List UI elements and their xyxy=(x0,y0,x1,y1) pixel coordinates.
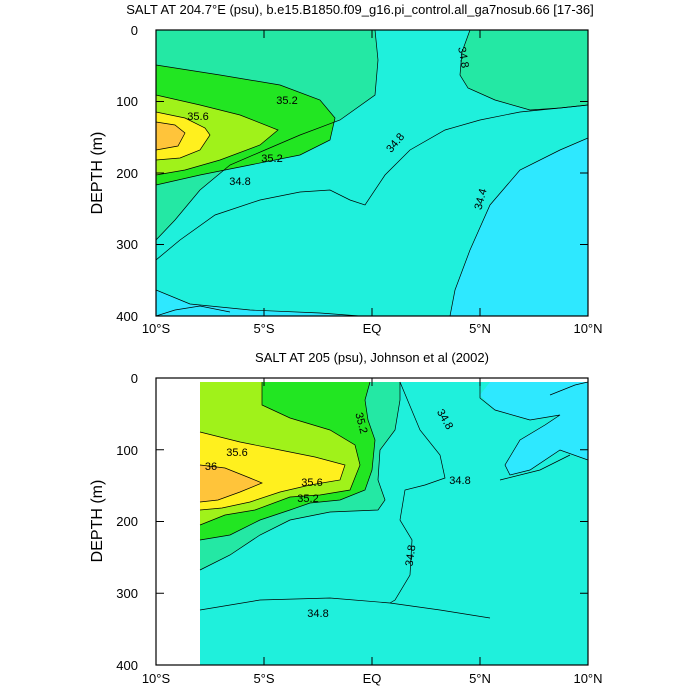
x-tick-label: 5°S xyxy=(253,321,274,336)
x-tick-label: 5°N xyxy=(469,321,491,336)
y-tick-label: 200 xyxy=(116,514,138,529)
contour-label: 34.8 xyxy=(229,176,250,188)
contour-line xyxy=(389,381,446,604)
contour-line xyxy=(199,382,361,526)
chart-title: SALT AT 204.7°E (psu), b.e15.B1850.f09_g… xyxy=(126,2,594,17)
x-tick-label: 10°N xyxy=(573,671,602,686)
y-tick-label: 400 xyxy=(116,309,138,324)
contour-line xyxy=(156,104,588,261)
contour-label: 35.6 xyxy=(226,447,247,459)
contour-fill xyxy=(156,378,588,665)
x-tick-label: 5°S xyxy=(253,671,274,686)
contour-label: 35.2 xyxy=(297,493,318,505)
contour-line xyxy=(156,94,279,176)
contour-label: 35.2 xyxy=(276,95,297,107)
contour-line xyxy=(156,64,336,186)
chart-title: SALT AT 205 (psu), Johnson et al (2002) xyxy=(255,350,489,365)
contour-line xyxy=(156,289,361,316)
contour-line xyxy=(156,111,211,161)
band-deep xyxy=(156,290,360,316)
contour-label: 34.8 xyxy=(307,608,328,620)
contour-fill xyxy=(156,30,588,316)
contour-line xyxy=(199,597,491,619)
panel-model: SALT AT 204.7°E (psu), b.e15.B1850.f09_g… xyxy=(89,2,603,336)
x-ticks: 10°S 5°S EQ 5°N 10°N xyxy=(142,30,603,336)
contour-line xyxy=(549,381,588,396)
contour-line xyxy=(199,431,346,511)
contour-label: 34.8 xyxy=(455,46,471,69)
x-tick-label: 10°S xyxy=(142,321,171,336)
x-tick-label: EQ xyxy=(363,671,382,686)
contour-line xyxy=(156,30,379,241)
contour-line xyxy=(499,454,571,481)
contour-label: 34.4 xyxy=(473,187,490,211)
contour-label: 35.6 xyxy=(301,477,322,489)
y-tick-label: 400 xyxy=(116,658,138,673)
contour-label: 35.2 xyxy=(261,153,282,165)
contour-label: 36 xyxy=(205,461,217,473)
contour-line xyxy=(199,381,376,541)
band-34-8-to-35-2-upper xyxy=(460,30,588,110)
x-tick-label: EQ xyxy=(363,321,382,336)
band-max xyxy=(200,465,262,502)
y-axis-label: DEPTH (m) xyxy=(89,480,106,563)
x-tick-label: 5°N xyxy=(469,671,491,686)
contour-line xyxy=(156,305,231,316)
y-ticks: 0 100 200 300 400 xyxy=(116,371,588,673)
contour-label: 34.8 xyxy=(449,475,470,487)
y-tick-label: 100 xyxy=(116,94,138,109)
band-max xyxy=(156,122,185,150)
contour-line xyxy=(156,121,186,151)
y-ticks: 0 100 200 300 400 xyxy=(116,23,588,324)
y-tick-label: 0 xyxy=(131,371,138,386)
y-tick-label: 200 xyxy=(116,166,138,181)
y-axis-label: DEPTH (m) xyxy=(89,132,106,215)
contour-line xyxy=(449,137,588,316)
contour-label: 35.2 xyxy=(352,411,369,435)
x-tick-label: 10°N xyxy=(573,321,602,336)
contour-line xyxy=(199,382,401,571)
panel-observed: SALT AT 205 (psu), Johnson et al (2002) … xyxy=(89,350,603,686)
x-tick-label: 10°S xyxy=(142,671,171,686)
contour-line xyxy=(459,30,588,111)
band-below-34-4 xyxy=(480,382,588,475)
y-tick-label: 300 xyxy=(116,237,138,252)
contour-label: 34.8 xyxy=(404,544,419,567)
y-tick-label: 0 xyxy=(131,23,138,38)
contour-line xyxy=(199,464,263,503)
contour-label: 35.6 xyxy=(187,111,208,123)
y-tick-label: 300 xyxy=(116,586,138,601)
x-ticks: 10°S 5°S EQ 5°N 10°N xyxy=(142,378,603,686)
contour-line xyxy=(479,382,588,476)
y-tick-label: 100 xyxy=(116,443,138,458)
